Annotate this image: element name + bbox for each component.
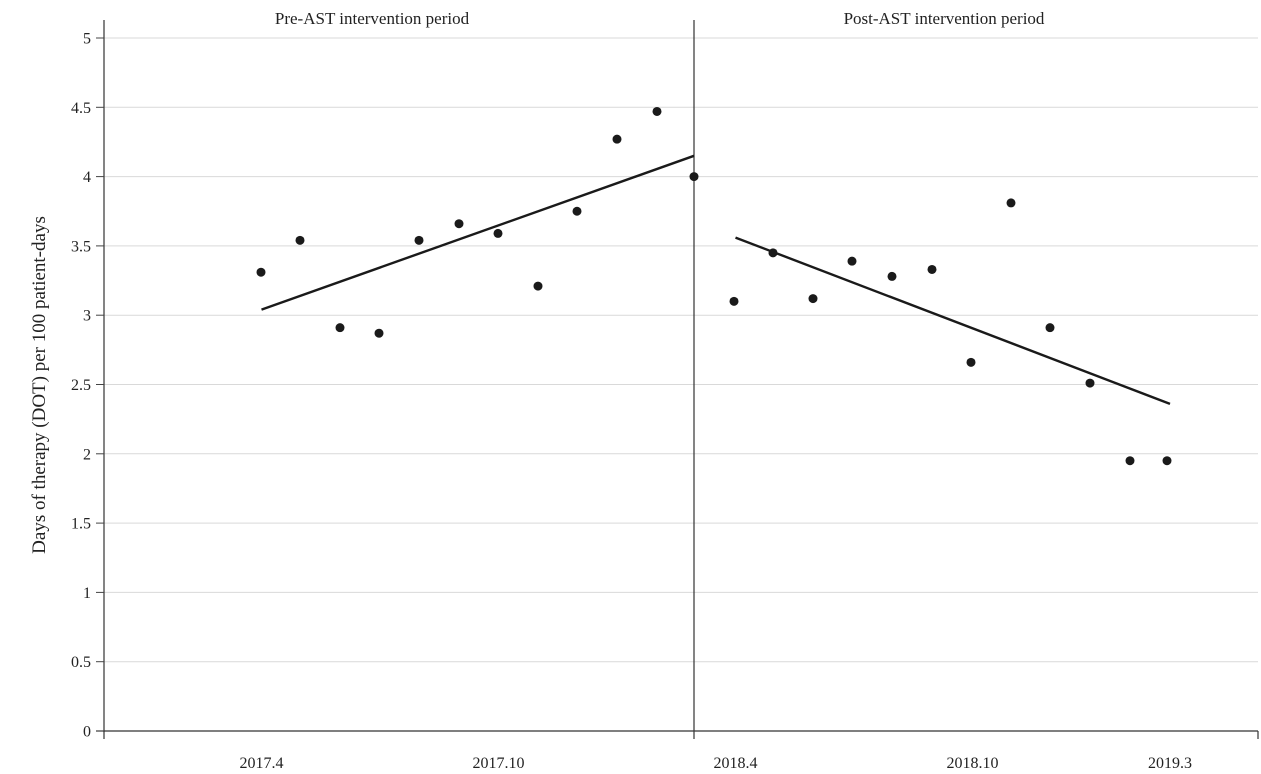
pre-period-trend-line <box>261 154 695 311</box>
pre-period-point <box>533 281 543 291</box>
post-period-point <box>1162 456 1172 466</box>
period-label: Post-AST intervention period <box>844 9 1045 28</box>
trend-lines <box>261 154 1171 406</box>
pre-period-point <box>493 228 503 238</box>
pre-period-point <box>652 106 662 116</box>
y-tick-label: 3.5 <box>71 238 91 255</box>
y-tick-label: 1 <box>83 585 91 602</box>
x-axis-ticks: 2017.4 2017.10 2018.4 2018.10 2019.3 <box>103 731 1259 772</box>
post-period-point <box>887 271 897 281</box>
x-tick-label: 2018.10 <box>947 755 999 772</box>
y-tick-label: 4.5 <box>71 100 91 117</box>
x-tick-label: 2017.4 <box>240 755 284 772</box>
y-tick-label: 5 <box>83 31 91 48</box>
x-tick-label: 2017.10 <box>473 755 525 772</box>
post-period-point <box>768 248 778 258</box>
data-points <box>256 106 1172 466</box>
y-tick-label: 0 <box>83 724 91 741</box>
pre-period-point <box>454 219 464 229</box>
pre-period-point <box>689 172 699 182</box>
y-tick-label: 2 <box>83 446 91 463</box>
pre-period-point <box>414 235 424 245</box>
pre-period-point <box>256 267 266 277</box>
post-period-point <box>1125 456 1135 466</box>
y-axis-title: Days of therapy (DOT) per 100 patient-da… <box>29 216 50 554</box>
pre-period-point <box>295 235 305 245</box>
post-period-point <box>1045 323 1055 333</box>
axes <box>96 20 1258 732</box>
y-axis-ticks: 0 0.5 1 1.5 2 2.5 3 3.5 4 4.5 5 <box>71 31 104 741</box>
x-tick-label: 2019.3 <box>1148 755 1192 772</box>
pre-period-point <box>612 134 622 144</box>
pre-period-point <box>572 206 582 216</box>
x-tick-label: 2018.4 <box>714 755 758 772</box>
post-period-point <box>729 296 739 306</box>
post-period-trend-line <box>735 236 1171 406</box>
y-tick-label: 0.5 <box>71 654 91 671</box>
pre-period-point <box>374 328 384 338</box>
y-tick-label: 1.5 <box>71 516 91 533</box>
period-labels: Pre-AST intervention period Post-AST inte… <box>275 9 1045 28</box>
y-tick-label: 4 <box>83 169 91 186</box>
post-period-point <box>808 294 818 304</box>
pre-period-point <box>335 323 345 333</box>
post-period-point <box>847 256 857 266</box>
post-period-point <box>1006 198 1016 208</box>
post-period-point <box>1085 378 1095 388</box>
y-tick-label: 2.5 <box>71 377 91 394</box>
post-period-point <box>966 357 976 367</box>
period-label: Pre-AST intervention period <box>275 9 470 28</box>
post-period-point <box>927 264 937 274</box>
gridlines <box>104 37 1258 663</box>
y-tick-label: 3 <box>83 308 91 325</box>
